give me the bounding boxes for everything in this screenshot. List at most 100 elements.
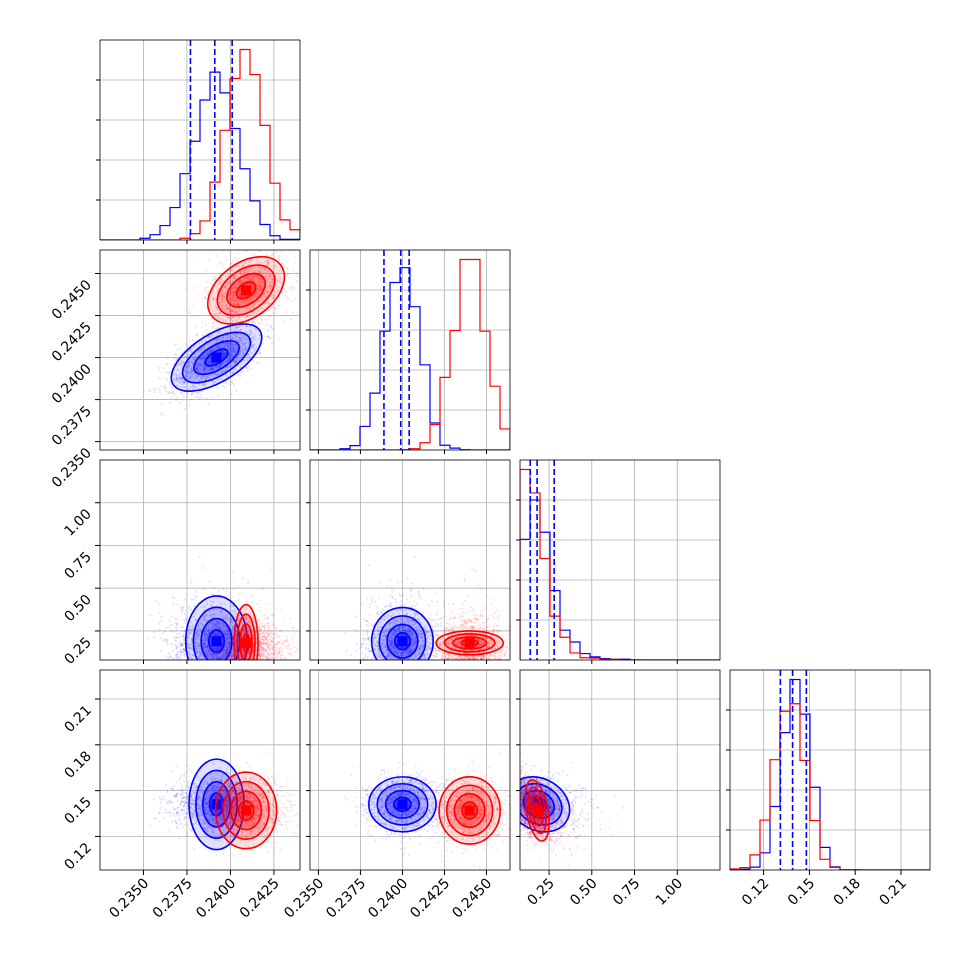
scatter-point <box>229 621 232 624</box>
scatter-point <box>273 294 276 297</box>
scatter-point <box>271 277 274 280</box>
scatter-point <box>187 371 190 374</box>
scatter-point <box>196 376 199 379</box>
scatter-point <box>276 281 279 284</box>
scatter-point <box>286 295 289 298</box>
scatter-point <box>234 600 237 603</box>
scatter-point <box>258 285 261 288</box>
scatter-point <box>239 272 242 275</box>
scatter-point <box>187 646 190 649</box>
scatter-point <box>212 647 215 650</box>
scatter-point <box>211 653 214 656</box>
scatter-point <box>248 275 251 278</box>
scatter-point <box>201 564 204 567</box>
scatter-point <box>256 310 259 313</box>
scatter-point <box>250 299 253 302</box>
scatter-point <box>278 646 281 649</box>
scatter-point <box>229 336 232 339</box>
scatter-point <box>190 639 193 642</box>
scatter-point <box>194 334 197 337</box>
scatter-point <box>211 613 214 616</box>
scatter-point <box>265 330 268 333</box>
scatter-point <box>175 657 178 660</box>
scatter-point <box>202 644 205 647</box>
scatter-point <box>284 656 287 659</box>
scatter-point <box>232 328 235 331</box>
scatter-point <box>217 589 220 592</box>
scatter-point <box>216 620 219 623</box>
scatter-point <box>229 654 232 657</box>
scatter-point <box>214 299 217 302</box>
scatter-point <box>227 358 230 361</box>
scatter-point <box>225 287 228 290</box>
scatter-point <box>256 287 259 290</box>
scatter-point <box>257 262 260 265</box>
scatter-point <box>232 346 235 349</box>
scatter-point <box>284 246 286 248</box>
scatter-point <box>233 360 236 363</box>
scatter-point <box>229 318 232 321</box>
scatter-point <box>227 658 230 660</box>
scatter-point <box>233 290 236 293</box>
scatter-point <box>175 379 178 382</box>
scatter-point <box>257 265 260 268</box>
scatter-point <box>244 316 247 319</box>
scatter-point <box>268 275 271 278</box>
scatter-point <box>255 346 258 349</box>
scatter-point <box>233 256 236 259</box>
scatter-point <box>196 636 199 639</box>
scatter-point <box>230 328 233 331</box>
scatter-point <box>187 392 190 395</box>
scatter-point <box>271 298 274 301</box>
scatter-point <box>214 626 217 629</box>
scatter-point <box>235 630 238 633</box>
scatter-point <box>188 605 191 608</box>
scatter-point <box>277 289 280 292</box>
scatter-point <box>253 253 256 256</box>
scatter-point <box>228 637 231 640</box>
scatter-point <box>264 636 267 639</box>
scatter-point <box>208 351 211 354</box>
scatter-point <box>251 289 254 292</box>
scatter-point <box>242 653 245 656</box>
scatter-point <box>218 364 221 367</box>
scatter-point <box>263 268 266 271</box>
scatter-point <box>221 300 224 303</box>
scatter-point <box>242 265 245 268</box>
scatter-point <box>218 282 221 285</box>
scatter-point <box>235 332 238 335</box>
scatter-point <box>248 269 251 272</box>
scatter-point <box>205 626 208 629</box>
scatter-point <box>208 356 211 359</box>
scatter-point <box>218 295 221 298</box>
scatter-point <box>267 642 270 645</box>
scatter-point <box>234 350 237 353</box>
scatter-point <box>232 329 235 332</box>
scatter-point <box>213 341 216 344</box>
scatter-point <box>205 329 208 332</box>
scatter-point <box>252 649 255 652</box>
scatter-point <box>147 637 150 640</box>
scatter-point <box>217 345 220 348</box>
scatter-point <box>230 281 233 284</box>
scatter-point <box>207 352 210 355</box>
scatter-point <box>214 654 217 657</box>
scatter-point <box>234 615 237 618</box>
scatter-point <box>262 587 265 590</box>
scatter-point <box>172 373 175 376</box>
scatter-point <box>219 610 222 613</box>
scatter-point <box>176 636 179 639</box>
scatter-point <box>215 367 218 370</box>
scatter-point <box>223 344 226 347</box>
scatter-point <box>182 381 185 384</box>
scatter-point <box>216 597 219 600</box>
scatter-point <box>228 317 231 320</box>
scatter-point <box>204 652 207 655</box>
scatter-point <box>212 297 215 300</box>
scatter-point <box>266 632 269 635</box>
scatter-point <box>202 658 205 660</box>
scatter-point <box>260 647 263 650</box>
scatter-point <box>170 642 173 645</box>
scatter-point <box>224 637 227 640</box>
scatter-point <box>226 631 229 634</box>
